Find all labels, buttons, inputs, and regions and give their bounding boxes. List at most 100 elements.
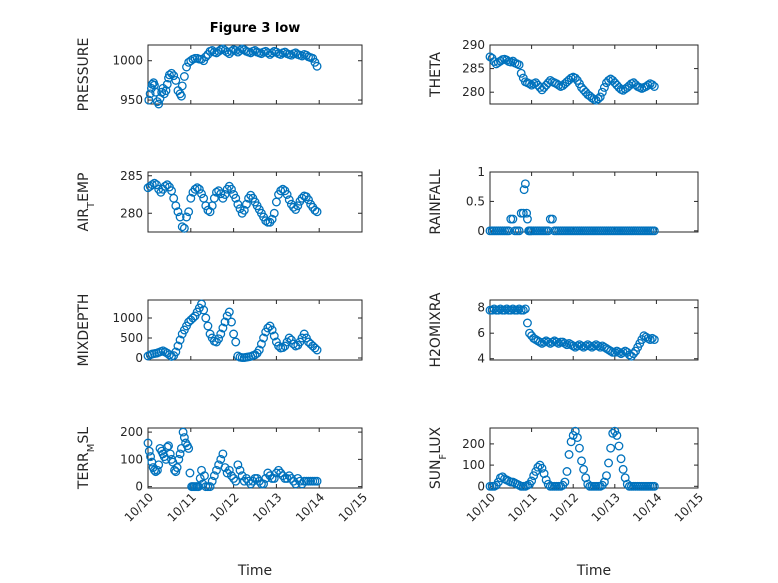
data-point: [171, 467, 181, 477]
data-point: [146, 452, 156, 462]
data-point: [197, 54, 206, 64]
data-point: [520, 304, 530, 314]
y-tick-label: 950: [120, 93, 143, 107]
data-point: [506, 305, 516, 315]
data-point: [214, 46, 224, 56]
data-point: [541, 475, 551, 485]
data-point: [295, 476, 305, 486]
data-point: [231, 193, 241, 203]
data-point: [284, 195, 294, 205]
data-point: [278, 184, 288, 194]
data-point: [595, 92, 605, 102]
data-point: [502, 55, 512, 65]
data-point: [171, 201, 181, 211]
data-point: [227, 46, 236, 56]
data-point: [246, 479, 256, 489]
data-point: [177, 81, 187, 91]
data-point: [297, 51, 307, 61]
data-point: [175, 212, 185, 222]
data-point: [267, 325, 277, 335]
data-point: [188, 313, 198, 323]
data-point: [508, 214, 518, 224]
data-point: [618, 464, 628, 474]
data-point: [570, 426, 580, 436]
data-point: [233, 460, 243, 470]
y-tick-label: 8: [477, 301, 485, 315]
data-point: [231, 476, 241, 486]
y-axis-label: MIXDEPTH: [76, 294, 92, 367]
x-axis-label: Time: [237, 563, 272, 579]
y-tick-label: 6: [477, 326, 485, 340]
data-point: [535, 337, 545, 347]
data-point: [610, 426, 620, 436]
data-point: [577, 341, 586, 351]
data-point: [487, 305, 497, 315]
data-point: [572, 433, 582, 442]
data-point: [235, 465, 245, 475]
data-point: [199, 305, 209, 315]
data-point: [227, 471, 236, 481]
data-point: [593, 94, 603, 104]
data-point: [543, 226, 553, 236]
subplot-5: 0 500 1000 MIXDEPTH: [76, 294, 363, 367]
data-point: [207, 476, 217, 486]
data-point: [543, 479, 553, 489]
y-axis-label: RAINFALL: [428, 169, 444, 234]
data-point: [560, 338, 570, 348]
data-point: [522, 318, 532, 328]
data-point: [310, 343, 320, 353]
data-point: [269, 331, 279, 341]
data-point: [610, 347, 620, 357]
data-point: [579, 464, 589, 474]
data-point: [312, 61, 322, 71]
data-point: [304, 195, 313, 205]
data-point: [165, 449, 175, 459]
data-point: [514, 226, 524, 236]
data-point: [239, 205, 249, 215]
data-point: [179, 223, 189, 233]
data-point: [229, 474, 239, 483]
data-point: [570, 73, 580, 83]
y-axis-label: H2OMIXRA: [428, 292, 444, 367]
data-point: [184, 207, 194, 217]
data-point: [522, 214, 532, 224]
y-axis-label: PRESSURE: [76, 38, 92, 112]
data-point: [169, 71, 179, 81]
data-point: [585, 341, 595, 351]
data-point: [252, 474, 262, 483]
y-tick-label: 285: [462, 62, 485, 76]
y-tick-label: 1000: [112, 311, 143, 325]
data-point: [539, 469, 549, 479]
chart-title: Figure 3 low: [210, 21, 301, 36]
axes-frame: [489, 427, 699, 489]
x-axis-label: Time: [576, 563, 611, 579]
data-point: [599, 83, 609, 92]
data-point: [149, 465, 159, 475]
data-point: [173, 341, 183, 351]
data-point: [152, 465, 162, 475]
data-point: [568, 430, 578, 440]
y-tick-label: 100: [462, 458, 485, 472]
subplot-3: 280 285 AIRTEMP: [76, 169, 363, 233]
data-point: [577, 456, 586, 466]
data-point: [235, 204, 245, 214]
data-point: [231, 337, 241, 347]
data-point: [614, 347, 624, 357]
data-point: [620, 473, 630, 483]
data-point: [581, 341, 591, 351]
data-point: [614, 441, 624, 451]
data-point: [170, 465, 179, 475]
data-point: [495, 56, 505, 66]
data-point: [184, 444, 194, 453]
data-point: [493, 305, 503, 315]
data-point: [201, 313, 211, 323]
y-tick-label: 100: [120, 452, 143, 466]
data-point: [205, 207, 215, 217]
data-point: [175, 335, 185, 345]
data-point: [649, 481, 659, 491]
data-point: [649, 82, 659, 91]
data-point: [162, 79, 172, 89]
data-point: [235, 46, 245, 55]
data-point: [554, 80, 564, 90]
data-point: [185, 468, 195, 478]
